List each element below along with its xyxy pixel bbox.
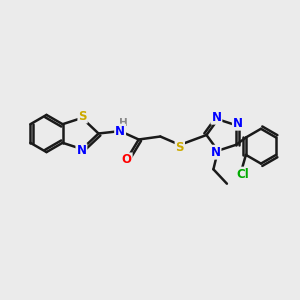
Text: N: N: [211, 146, 220, 159]
Text: O: O: [122, 153, 132, 167]
Text: N: N: [233, 117, 243, 130]
Text: H: H: [119, 118, 128, 128]
Text: S: S: [78, 110, 87, 123]
Text: N: N: [115, 124, 125, 138]
Text: S: S: [176, 141, 184, 154]
Text: N: N: [76, 144, 86, 157]
Text: Cl: Cl: [236, 168, 249, 181]
Text: N: N: [212, 111, 221, 124]
